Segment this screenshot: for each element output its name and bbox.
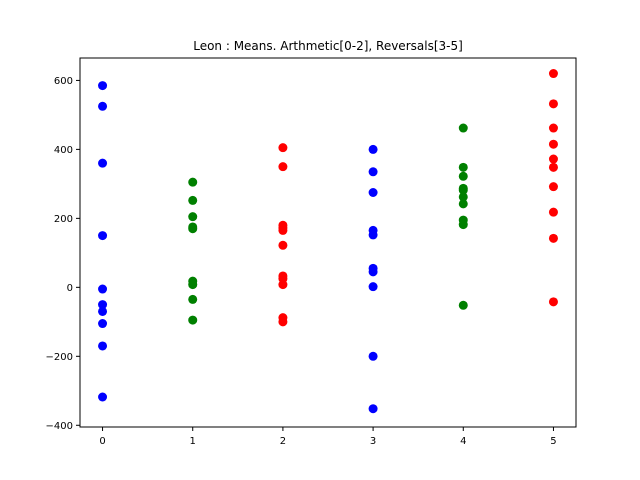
data-point-0-6 — [98, 306, 108, 316]
data-point-5-5 — [548, 162, 558, 172]
data-point-3-0 — [368, 144, 378, 154]
data-point-3-8 — [368, 351, 378, 361]
data-point-1-6 — [188, 280, 198, 290]
data-point-5-3 — [548, 139, 558, 149]
data-point-0-1 — [98, 101, 108, 111]
data-point-2-0 — [278, 143, 288, 153]
data-point-5-1 — [548, 99, 558, 109]
data-point-2-8 — [278, 280, 288, 290]
data-point-3-4 — [368, 230, 378, 240]
data-point-0-2 — [98, 158, 108, 168]
data-point-5-8 — [548, 233, 558, 243]
points-layer — [98, 69, 558, 414]
y-tick-label: −200 — [46, 352, 73, 363]
data-point-0-9 — [98, 392, 108, 402]
data-point-4-1 — [458, 162, 468, 172]
y-tick-label: 0 — [67, 283, 73, 294]
data-point-0-8 — [98, 341, 108, 351]
data-point-1-2 — [188, 212, 198, 222]
data-point-1-4 — [188, 224, 198, 234]
data-point-3-7 — [368, 282, 378, 292]
plot-frame — [79, 57, 577, 428]
y-tick-label: 200 — [54, 214, 73, 225]
data-point-0-0 — [98, 81, 108, 91]
data-point-1-1 — [188, 195, 198, 205]
data-point-3-9 — [368, 404, 378, 414]
x-tick-label: 2 — [280, 436, 286, 447]
data-point-4-6 — [458, 199, 468, 209]
data-point-5-2 — [548, 123, 558, 133]
data-point-2-10 — [278, 317, 288, 327]
data-point-4-4 — [458, 185, 468, 195]
data-point-0-7 — [98, 319, 108, 329]
data-point-2-5 — [278, 240, 288, 250]
data-point-3-2 — [368, 187, 378, 197]
ticks-layer: 0 1 2 3 4 5 −400 −200 0 200 400 600 — [46, 76, 557, 447]
data-point-0-4 — [98, 284, 108, 294]
data-point-5-4 — [548, 154, 558, 164]
data-point-2-4 — [278, 225, 288, 235]
chart-title: Leon : Means. Arthmetic[0-2], Reversals[… — [193, 39, 463, 53]
y-tick-label: 400 — [54, 145, 73, 156]
data-point-1-8 — [188, 315, 198, 325]
data-point-4-5 — [458, 192, 468, 202]
data-point-4-0 — [458, 123, 468, 133]
y-tick-label: −400 — [46, 421, 73, 432]
data-point-5-0 — [548, 69, 558, 79]
y-tick-label: 600 — [54, 76, 73, 87]
x-tick-label: 1 — [190, 436, 196, 447]
data-point-2-1 — [278, 162, 288, 172]
data-point-4-8 — [458, 220, 468, 230]
data-point-4-2 — [458, 171, 468, 181]
data-point-5-9 — [548, 297, 558, 307]
data-point-3-6 — [368, 267, 378, 277]
data-point-1-0 — [188, 177, 198, 187]
data-point-5-7 — [548, 207, 558, 217]
x-tick-label: 5 — [550, 436, 556, 447]
data-point-4-9 — [458, 300, 468, 310]
data-point-3-1 — [368, 167, 378, 177]
data-point-5-6 — [548, 182, 558, 192]
x-tick-label: 3 — [370, 436, 376, 447]
data-point-0-3 — [98, 231, 108, 241]
x-tick-label: 4 — [460, 436, 466, 447]
data-point-0-5 — [98, 300, 108, 310]
data-point-1-7 — [188, 294, 198, 304]
x-tick-label: 0 — [99, 436, 105, 447]
